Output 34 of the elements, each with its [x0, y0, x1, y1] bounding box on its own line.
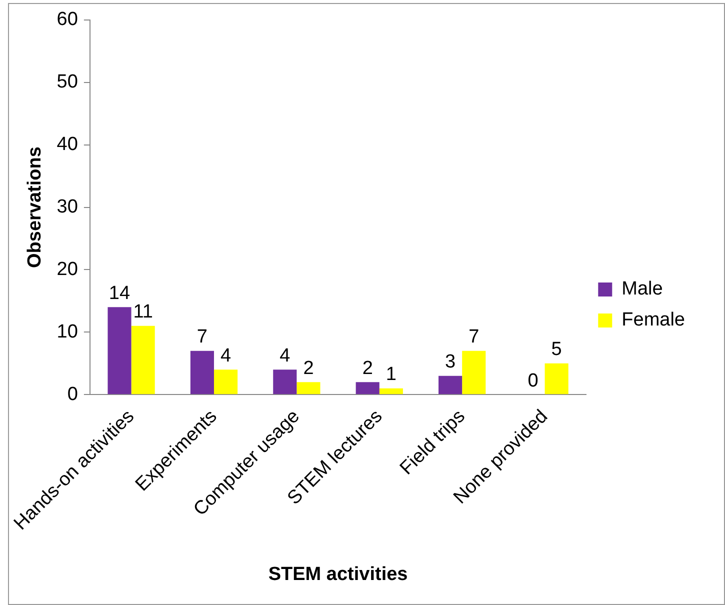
- legend-label: Male: [622, 278, 663, 300]
- y-tick-label: 40: [56, 134, 78, 156]
- bar: [214, 370, 238, 394]
- bar: [438, 376, 462, 394]
- data-label: 4: [220, 345, 232, 366]
- bar: [379, 388, 403, 394]
- y-tick-label: 10: [56, 321, 78, 342]
- y-tick-label: 60: [56, 9, 78, 30]
- y-axis-title: Observations: [24, 146, 46, 268]
- data-label: 14: [108, 282, 130, 304]
- data-label: 7: [468, 326, 480, 348]
- data-label: 0: [528, 370, 538, 392]
- data-label: 3: [445, 352, 456, 373]
- y-tick-label: 0: [67, 384, 78, 405]
- data-label: 4: [280, 345, 291, 366]
- data-label: 11: [133, 302, 153, 323]
- bar: [131, 326, 155, 394]
- data-label: 2: [362, 358, 373, 379]
- x-axis-title: STEM activities: [268, 564, 408, 585]
- bar: [273, 370, 297, 394]
- bar: [462, 350, 486, 394]
- data-label: 2: [303, 358, 314, 379]
- data-label: 7: [196, 326, 208, 348]
- bar: [190, 350, 214, 394]
- bar: [356, 382, 380, 394]
- bar: [544, 363, 568, 394]
- data-label: 5: [551, 339, 562, 360]
- y-tick-label: 20: [56, 258, 78, 280]
- bar: [296, 382, 320, 394]
- bar: [108, 307, 132, 394]
- legend-label: Female: [622, 310, 686, 331]
- y-tick-label: 50: [56, 72, 78, 93]
- data-label: 1: [386, 364, 396, 386]
- y-tick-label: 30: [56, 196, 78, 218]
